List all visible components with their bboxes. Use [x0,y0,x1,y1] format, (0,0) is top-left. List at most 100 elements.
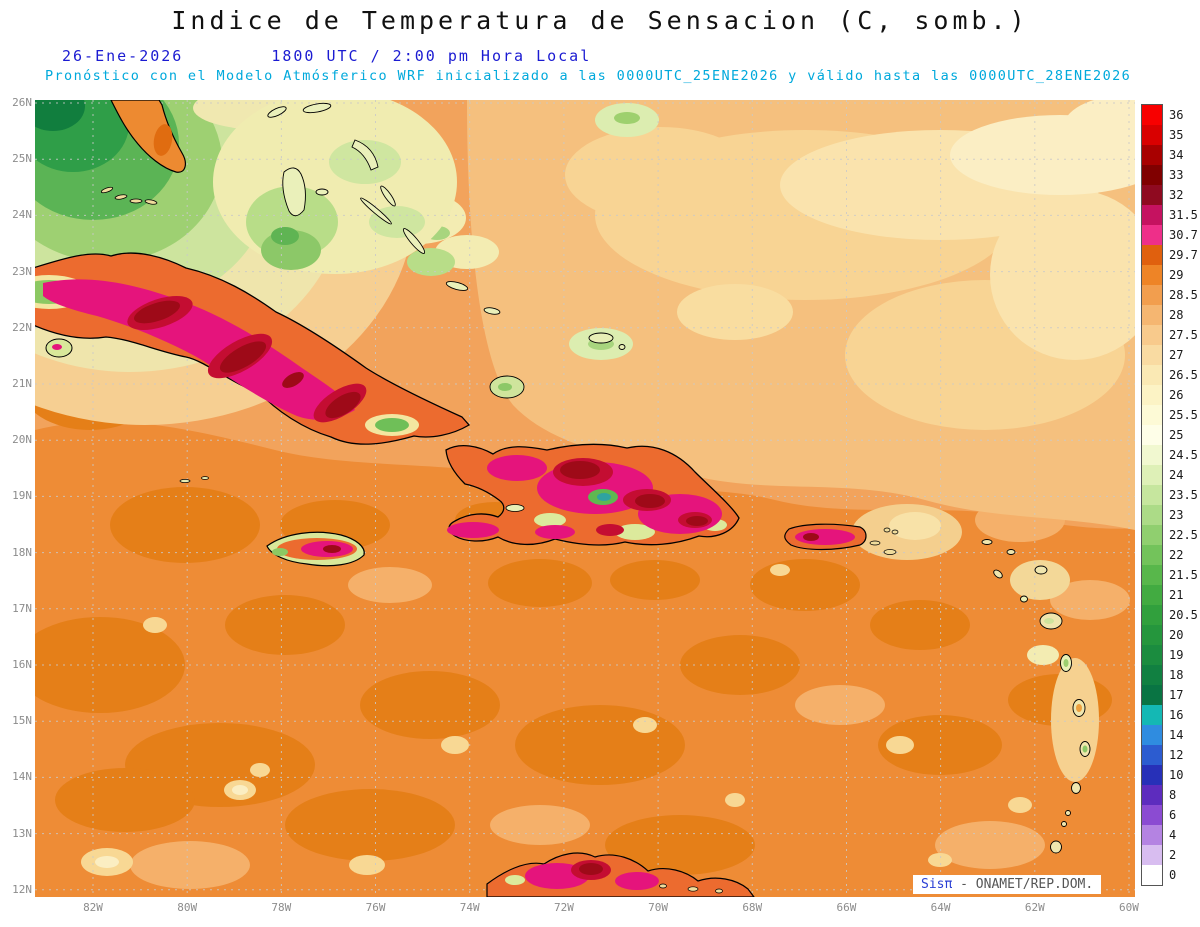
colorbar-label: 4 [1169,828,1177,842]
colorbar-swatch [1142,765,1162,785]
lon-label: 64W [930,901,951,914]
colorbar-swatch [1142,665,1162,685]
date-time-line: 26-Ene-2026 1800 UTC / 2:00 pm Hora Local [62,47,591,65]
colorbar-label: 0 [1169,868,1177,882]
colorbar-swatch [1142,345,1162,365]
page-title: Indice de Temperatura de Sensacion (C, s… [171,6,1029,35]
colorbar-label: 34 [1169,148,1184,162]
hispaniola-island [445,443,740,546]
colorbar-swatch [1142,165,1162,185]
cayman-islands [179,476,209,483]
lat-label: 20N [12,433,32,447]
atlantic-pale-field [370,100,1135,782]
colorbar-label: 8 [1169,788,1177,802]
colorbar-label: 29 [1169,268,1184,282]
colorbar-swatch [1142,745,1162,765]
colorbar-swatch [1142,545,1162,565]
lon-label: 78W [271,901,292,914]
colorbar-swatch [1142,505,1162,525]
colorbar-swatch [1142,445,1162,465]
gridlines [35,100,1135,897]
lon-label: 60W [1119,901,1139,914]
colorbar-swatch [1142,705,1162,725]
colorbar-swatch [1142,725,1162,745]
puerto-rico-island [784,523,881,551]
colorbar-label: 35 [1169,128,1184,142]
colorbar-label: 31.5 [1169,208,1198,222]
colorbar-label: 23.5 [1169,488,1198,502]
colorbar-swatch [1142,565,1162,585]
cuba-island [35,252,471,445]
colorbar-swatch [1142,865,1162,885]
lat-label: 12N [12,882,32,896]
colorbar-swatch [1142,685,1162,705]
colorbar-label: 21 [1169,588,1184,602]
colorbar-label: 32 [1169,188,1184,202]
lon-label: 76W [365,901,386,914]
colorbar-label: 26.5 [1169,368,1198,382]
map-canvas [35,100,1135,897]
colorbar-label: 36 [1169,108,1184,122]
lat-label: 16N [12,658,32,671]
forecast-time: 1800 UTC / 2:00 pm Hora Local [271,47,592,65]
colorbar-label: 18 [1169,668,1184,682]
colorbar-swatch [1142,805,1162,825]
lat-label: 22N [12,320,32,334]
colorbar-swatch [1142,245,1162,265]
colorbar-swatch [1142,365,1162,385]
colorbar-swatch [1142,845,1162,865]
lon-label: 80W [177,901,198,914]
colorbar-label: 33 [1169,168,1184,182]
colorbar-labels: 36 35 34 33 32 31.5 30.7 29.7 29 28.5 28 27.5 27 26.5… [1163,104,1200,886]
lat-label: 24N [12,208,32,222]
colorbar-label: 10 [1169,768,1184,782]
colorbar-label: 19 [1169,648,1184,662]
colorbar-label: 2 [1169,848,1177,862]
colorbar-label: 27 [1169,348,1184,362]
colorbar-label: 6 [1169,808,1177,822]
colorbar-swatch [1142,425,1162,445]
lesser-antilles [981,539,1091,854]
colorbar-swatch [1142,605,1162,625]
colorbar-label: 30.7 [1169,228,1198,242]
colorbar-swatch [1142,265,1162,285]
lat-label: 17N [12,601,32,615]
lat-label: 21N [12,377,32,390]
colorbar-label: 25 [1169,428,1184,442]
colorbar-label: 14 [1169,728,1184,742]
lon-label: 74W [459,901,480,914]
lat-label: 18N [12,545,32,559]
colorbar-label: 22 [1169,548,1184,562]
south-america-coast [486,852,755,897]
colorbar-swatch [1142,125,1162,145]
temperature-colorbar: 36 35 34 33 32 31.5 30.7 29.7 29 28.5 28 27.5 27 26.5… [1141,104,1200,886]
lon-label: 72W [553,901,574,914]
lon-label: 66W [836,901,857,914]
colorbar-swatch [1142,145,1162,165]
colorbar-swatch [1142,385,1162,405]
colorbar-strip [1141,104,1163,886]
colorbar-swatch [1142,285,1162,305]
watermark-text: - ONAMET/REP.DOM. [960,877,1094,892]
lat-label: 15N [12,714,32,728]
virgin-islands [883,527,899,555]
colorbar-swatch [1142,525,1162,545]
colorbar-swatch [1142,645,1162,665]
colorbar-swatch [1142,785,1162,805]
colorbar-label: 23 [1169,508,1184,522]
colorbar-label: 17 [1169,688,1184,702]
colorbar-label: 20 [1169,628,1184,642]
lat-label: 25N [12,152,32,166]
lat-label: 26N [12,96,32,109]
lat-label: 19N [12,489,32,503]
colorbar-label: 28 [1169,308,1184,322]
map-plot [35,100,1135,897]
colorbar-swatch [1142,405,1162,425]
colorbar-swatch [1142,225,1162,245]
jamaica-island [266,531,365,567]
colorbar-label: 29.7 [1169,248,1198,262]
lat-label: 13N [12,826,32,840]
colorbar-swatch [1142,205,1162,225]
colorbar-label: 25.5 [1169,408,1198,422]
colorbar-label: 22.5 [1169,528,1198,542]
